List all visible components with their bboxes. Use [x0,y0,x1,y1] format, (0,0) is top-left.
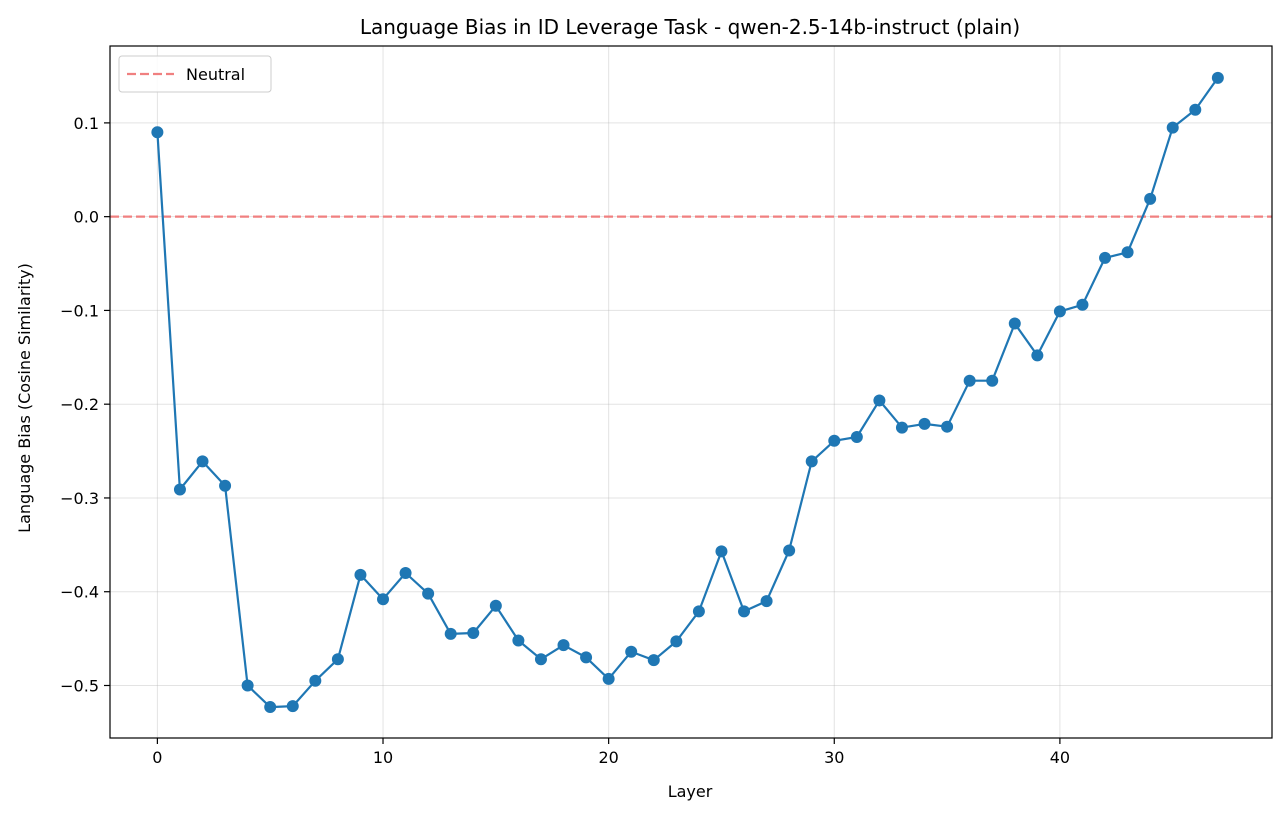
data-point [286,700,299,713]
y-axis-title: Language Bias (Cosine Similarity) [15,263,34,533]
data-point [760,595,773,608]
data-point [1144,192,1157,205]
data-point [850,431,863,444]
data-point [241,679,254,692]
data-point [941,420,954,433]
data-point [670,635,683,648]
data-point [715,545,728,558]
x-tick-label: 30 [824,748,844,767]
y-tick-label: −0.5 [60,676,99,695]
y-tick-label: 0.1 [74,114,99,133]
y-tick-label: 0.0 [74,208,99,227]
data-point [1189,103,1202,116]
x-tick-label: 0 [152,748,162,767]
series-group [151,71,1224,714]
x-tick-label: 10 [373,748,393,767]
data-point [219,479,232,492]
data-point [534,653,547,666]
data-point [512,634,525,647]
data-point [647,654,660,667]
data-point [1076,298,1089,311]
data-point [918,417,931,430]
data-point [467,626,480,639]
data-point [895,421,908,434]
grid [110,46,1272,738]
data-point [963,374,976,387]
data-point [738,605,751,618]
data-point [399,566,412,579]
data-point [354,568,367,581]
data-point [309,674,322,687]
data-point [1211,71,1224,84]
x-axis-title: Layer [668,782,713,801]
legend-label-neutral: Neutral [186,65,245,84]
data-point [422,587,435,600]
legend-box [118,55,272,93]
data-point [828,434,841,447]
x-tick-label: 40 [1050,748,1070,767]
data-point [1121,246,1134,259]
legend: Neutral [118,55,272,93]
chart-title: Language Bias in ID Leverage Task - qwen… [360,15,1020,39]
data-point [692,605,705,618]
data-point [557,639,570,652]
data-point [489,599,502,612]
data-point [1099,251,1112,264]
data-point [873,394,886,407]
data-point [196,455,209,468]
data-point [986,374,999,387]
y-tick-label: −0.3 [60,489,99,508]
data-point [783,544,796,557]
data-point [602,672,615,685]
data-point [1031,349,1044,362]
data-point [580,651,593,664]
plot-frame [109,45,1273,739]
y-tick-label: −0.4 [60,583,99,602]
data-point [151,126,164,139]
x-tick-label: 20 [598,748,618,767]
y-tick-label: −0.1 [60,301,99,320]
series-line [156,77,1219,709]
data-point [444,627,457,640]
data-point [264,701,277,714]
x-axis: 0 10 20 30 40 [152,738,1070,767]
y-axis: 0.1 0.0 −0.1 −0.2 −0.3 −0.4 −0.5 [60,114,110,695]
data-point [331,653,344,666]
data-point [1053,305,1066,318]
data-point [1008,317,1021,330]
data-point [805,455,818,468]
data-point [625,645,638,658]
data-point [1166,121,1179,134]
data-point [377,593,390,606]
data-point [173,483,186,496]
y-tick-label: −0.2 [60,395,99,414]
